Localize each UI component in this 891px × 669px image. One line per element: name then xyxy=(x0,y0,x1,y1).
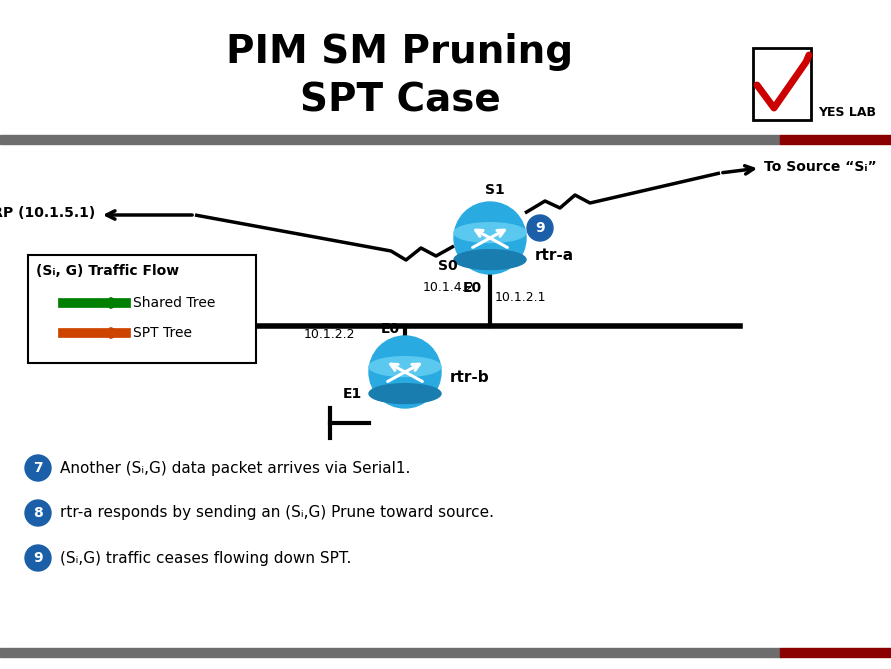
Text: YES LAB: YES LAB xyxy=(818,106,876,118)
Text: PIM SM Pruning: PIM SM Pruning xyxy=(226,33,574,71)
Text: Another (Sᵢ,G) data packet arrives via Serial1.: Another (Sᵢ,G) data packet arrives via S… xyxy=(60,460,411,476)
Text: Shared Tree: Shared Tree xyxy=(133,296,216,310)
Circle shape xyxy=(527,215,553,241)
Text: (Sᵢ,G) traffic ceases flowing down SPT.: (Sᵢ,G) traffic ceases flowing down SPT. xyxy=(60,551,351,565)
Circle shape xyxy=(25,500,51,526)
Text: SPT Case: SPT Case xyxy=(299,81,501,119)
Text: To Source “Sᵢ”: To Source “Sᵢ” xyxy=(764,160,877,174)
Ellipse shape xyxy=(454,223,526,242)
Text: 9: 9 xyxy=(535,221,544,235)
Text: rtr-a responds by sending an (Sᵢ,G) Prune toward source.: rtr-a responds by sending an (Sᵢ,G) Prun… xyxy=(60,506,494,520)
Bar xyxy=(780,135,891,144)
Text: SPT Tree: SPT Tree xyxy=(133,326,192,340)
Bar xyxy=(753,48,811,120)
Circle shape xyxy=(25,545,51,571)
Bar xyxy=(780,648,891,657)
Ellipse shape xyxy=(369,357,441,377)
Text: 10.1.2.2: 10.1.2.2 xyxy=(304,328,355,341)
Text: 7: 7 xyxy=(33,461,43,475)
FancyBboxPatch shape xyxy=(28,255,256,363)
Text: E0: E0 xyxy=(463,281,482,295)
Text: rtr-b: rtr-b xyxy=(450,369,490,385)
Ellipse shape xyxy=(369,384,441,403)
Text: E1: E1 xyxy=(343,387,362,401)
Circle shape xyxy=(25,455,51,481)
Circle shape xyxy=(454,202,526,274)
Text: 8: 8 xyxy=(33,506,43,520)
Ellipse shape xyxy=(454,250,526,270)
Text: To RP (10.1.5.1): To RP (10.1.5.1) xyxy=(0,206,95,220)
Text: 10.1.4.2: 10.1.4.2 xyxy=(422,281,474,294)
Text: 9: 9 xyxy=(33,551,43,565)
Text: rtr-a: rtr-a xyxy=(535,248,574,264)
Text: (Sᵢ, G) Traffic Flow: (Sᵢ, G) Traffic Flow xyxy=(36,264,179,278)
Circle shape xyxy=(369,336,441,408)
Bar xyxy=(0,648,780,657)
Text: E0: E0 xyxy=(380,322,400,336)
Text: S1: S1 xyxy=(485,183,505,197)
Text: 10.1.2.1: 10.1.2.1 xyxy=(495,291,546,304)
Bar xyxy=(0,135,780,144)
Text: S0: S0 xyxy=(438,259,458,273)
